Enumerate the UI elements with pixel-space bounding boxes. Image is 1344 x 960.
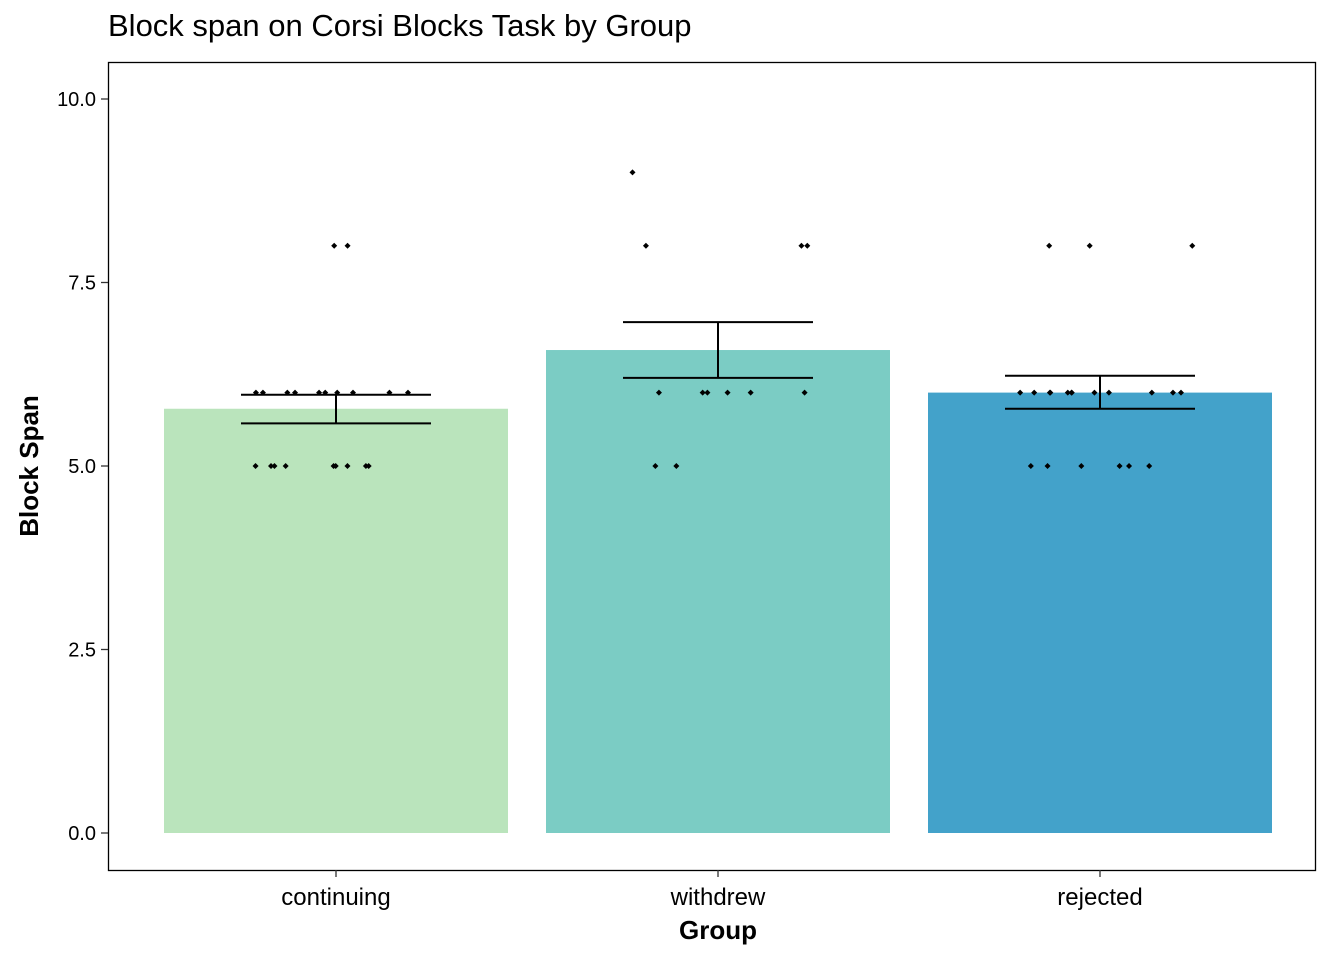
plot-panel-border — [107, 61, 1317, 872]
data-point-continuing — [330, 463, 337, 469]
y-tick-label: 7.5 — [68, 273, 96, 295]
error-bar-continuing — [241, 393, 431, 425]
bar-continuing — [164, 408, 508, 833]
data-point-withdrew — [804, 242, 811, 249]
data-point-withdrew — [704, 389, 711, 396]
data-point-rejected — [1169, 389, 1176, 396]
data-point-rejected — [1068, 389, 1075, 396]
data-point-withdrew — [642, 242, 649, 249]
data-point-continuing — [252, 463, 259, 469]
data-point-rejected — [1031, 389, 1038, 396]
y-tick-label: 5.0 — [68, 456, 96, 478]
y-axis-title: Block Span — [14, 395, 44, 537]
data-point-continuing — [271, 463, 278, 469]
data-point-rejected — [1086, 242, 1093, 249]
data-point-rejected — [1044, 463, 1051, 469]
data-point-withdrew — [801, 389, 808, 396]
data-point-rejected — [1091, 389, 1098, 396]
data-point-rejected — [1146, 463, 1153, 469]
x-axis-title: Group — [679, 915, 757, 945]
data-point-rejected — [1064, 389, 1071, 396]
data-point-rejected — [1046, 389, 1053, 396]
bar-rejected — [928, 392, 1272, 833]
data-point-rejected — [1046, 242, 1053, 249]
y-tick-label: 2.5 — [68, 640, 96, 662]
data-point-withdrew — [724, 389, 731, 396]
x-tick-label-withdrew: withdrew — [670, 884, 766, 911]
bar-withdrew — [546, 350, 890, 833]
y-tick-label: 0.0 — [68, 823, 96, 845]
data-point-continuing — [282, 463, 289, 469]
data-point-rejected — [1017, 389, 1024, 396]
data-point-rejected — [1116, 463, 1123, 469]
data-point-continuing — [268, 463, 275, 469]
data-point-rejected — [1027, 463, 1034, 469]
y-tick-label: 10.0 — [57, 89, 96, 111]
data-point-withdrew — [798, 242, 805, 249]
data-point-rejected — [1189, 242, 1196, 249]
data-point-withdrew — [699, 389, 706, 396]
data-point-withdrew — [655, 389, 662, 396]
error-bar-withdrew — [623, 321, 813, 379]
data-point-rejected — [1148, 389, 1155, 396]
data-point-withdrew — [673, 463, 680, 469]
x-tick-label-rejected: rejected — [1057, 884, 1142, 911]
data-point-continuing — [344, 242, 351, 249]
data-point-rejected — [1126, 463, 1133, 469]
data-point-rejected — [1078, 463, 1085, 469]
data-point-withdrew — [747, 389, 754, 396]
data-point-continuing — [331, 242, 338, 249]
chart-title: Block span on Corsi Blocks Task by Group — [108, 8, 692, 43]
x-tick-label-continuing: continuing — [281, 884, 390, 911]
data-point-withdrew — [629, 169, 636, 176]
data-point-continuing — [344, 463, 351, 469]
data-point-continuing — [365, 463, 372, 469]
data-point-withdrew — [652, 463, 659, 469]
data-point-rejected — [1177, 389, 1184, 396]
data-point-rejected — [1105, 389, 1112, 396]
error-bar-rejected — [1005, 374, 1195, 410]
